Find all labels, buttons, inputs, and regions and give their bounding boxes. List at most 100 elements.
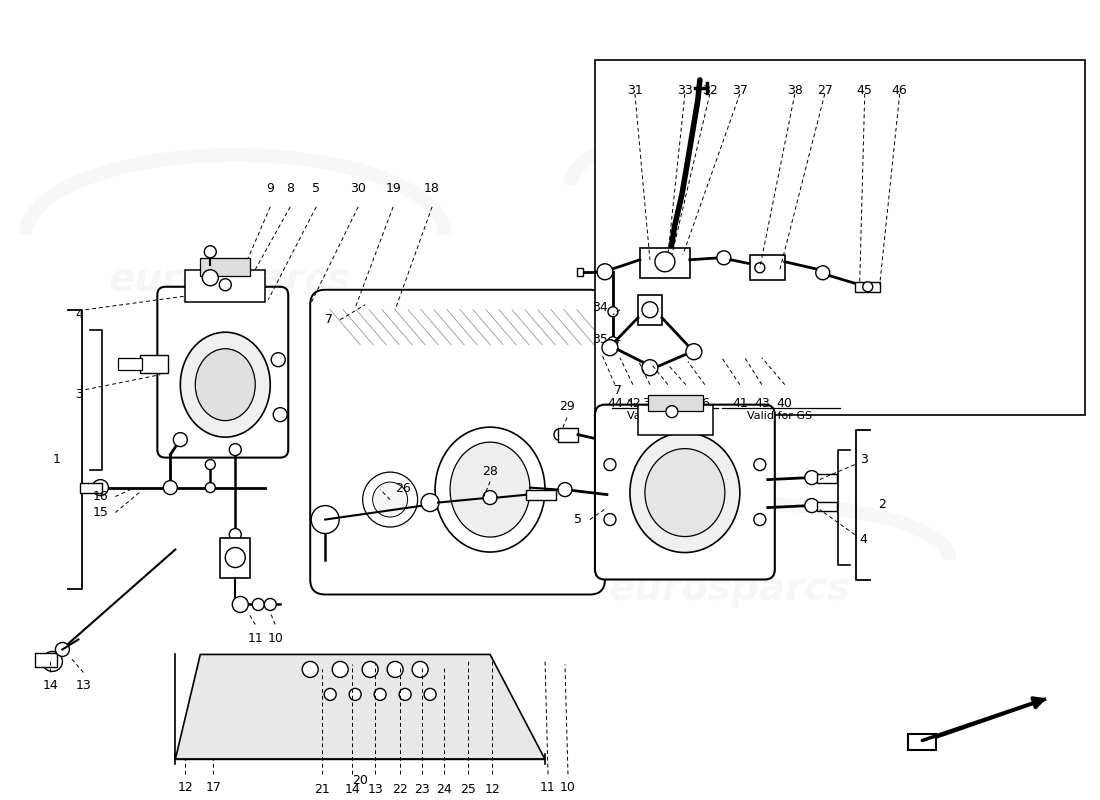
Text: 12: 12 [177,782,194,794]
Text: 35: 35 [592,334,608,346]
Circle shape [387,662,403,678]
Circle shape [202,270,218,286]
Text: 15: 15 [92,506,109,519]
Text: 11: 11 [540,782,556,794]
Circle shape [399,689,411,701]
Circle shape [608,306,618,317]
Text: 36: 36 [660,397,675,410]
Circle shape [206,460,216,470]
Text: 11: 11 [248,633,263,646]
Circle shape [229,444,241,456]
Text: 34: 34 [592,302,608,314]
Text: 7: 7 [326,314,333,326]
Text: 1: 1 [53,453,60,466]
Text: 6: 6 [701,397,708,410]
Text: 17: 17 [206,782,221,794]
Text: 27: 27 [817,84,833,97]
Bar [817,502,837,510]
Text: 41: 41 [732,397,748,410]
Text: 19: 19 [385,182,402,195]
FancyBboxPatch shape [595,405,774,579]
Circle shape [226,547,245,567]
Text: 32: 32 [702,84,717,97]
Text: 28: 28 [482,465,498,478]
Text: eurosparcs: eurosparcs [109,261,352,298]
Text: Valid for GS: Valid for GS [747,410,813,421]
Text: 26: 26 [395,482,411,494]
Circle shape [816,266,829,280]
Circle shape [374,689,386,701]
Circle shape [205,246,217,258]
Text: 16: 16 [92,490,109,503]
Text: 40: 40 [777,397,793,410]
Text: 7: 7 [614,384,622,397]
Text: 42: 42 [625,397,641,410]
Circle shape [174,433,187,446]
Text: 10: 10 [267,633,283,646]
Text: 31: 31 [627,84,642,97]
Bar [141,354,168,373]
Text: 37: 37 [732,84,748,97]
Circle shape [654,252,675,272]
FancyBboxPatch shape [157,286,288,458]
Circle shape [302,662,318,678]
Bar [220,538,251,578]
Text: 30: 30 [350,182,366,195]
Circle shape [754,514,766,526]
Circle shape [324,689,337,701]
Circle shape [206,482,216,493]
Circle shape [232,597,249,613]
Circle shape [717,250,730,265]
Text: 14: 14 [344,783,360,796]
FancyBboxPatch shape [310,290,605,594]
Text: 18: 18 [425,182,440,195]
Bar [817,474,837,482]
Bar [119,358,142,370]
Bar [598,432,618,441]
Text: 13: 13 [367,783,383,796]
Text: 10: 10 [560,782,576,794]
Text: 46: 46 [892,84,907,97]
Polygon shape [175,654,544,759]
Ellipse shape [196,349,255,421]
Bar [648,394,703,410]
Text: Vale per GS: Vale per GS [627,410,692,421]
Circle shape [686,344,702,360]
Text: 21: 21 [315,783,330,796]
Text: 2: 2 [878,498,886,511]
Text: 25: 25 [460,783,476,796]
Text: 39: 39 [642,397,658,410]
Text: 13: 13 [76,679,91,693]
Text: 14: 14 [43,679,58,693]
Bar [578,268,583,276]
Bar [908,734,936,750]
Circle shape [349,689,361,701]
Text: eurosparcs: eurosparcs [723,226,896,254]
Circle shape [602,340,618,356]
Text: 4: 4 [860,533,868,546]
Text: 44: 44 [607,397,623,410]
Ellipse shape [645,449,725,537]
Circle shape [554,429,566,441]
Bar [638,294,662,325]
Text: 24: 24 [437,783,452,796]
Bar [855,282,880,292]
Ellipse shape [630,433,740,553]
Circle shape [362,662,378,678]
Bar [80,482,102,493]
Text: 38: 38 [786,84,803,97]
Text: 3: 3 [860,453,868,466]
Circle shape [273,408,287,422]
Text: 43: 43 [754,397,770,410]
Circle shape [425,689,436,701]
Bar [595,60,1085,414]
Bar [558,428,578,442]
Circle shape [805,470,818,485]
Circle shape [272,353,285,366]
Circle shape [558,482,572,497]
Circle shape [608,337,618,346]
Ellipse shape [180,332,271,437]
Circle shape [755,262,764,273]
Text: eurosparcs: eurosparcs [628,211,871,249]
Circle shape [92,479,109,495]
